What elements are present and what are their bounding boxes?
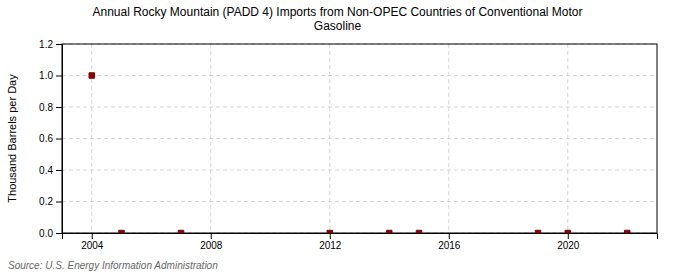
x-tick-mark — [449, 233, 450, 239]
y-tick-label: 1.2 — [39, 39, 53, 50]
x-tick-mark — [568, 233, 569, 239]
point — [416, 230, 421, 233]
y-tick-mark — [56, 76, 62, 77]
x-tick-label: 2008 — [200, 240, 223, 251]
y-tick: 1.2 — [39, 39, 62, 50]
y-tick-mark — [56, 107, 62, 108]
y-tick-mark — [56, 170, 62, 171]
grid-line-x — [448, 44, 449, 233]
plot: 2004 2008 2012 2016 2020 0.0 0.2 0.4 0.6 0.8 1.0 1.… — [39, 39, 657, 251]
point — [387, 230, 392, 233]
y-tick-label: 0.8 — [39, 102, 53, 113]
y-axis-title: Thousand Barrels per Day — [6, 74, 18, 203]
grid-line-x — [329, 44, 330, 233]
grid-line-x — [210, 44, 211, 233]
point — [565, 230, 570, 233]
plot-frame — [62, 44, 657, 233]
x-tick-label: 2012 — [319, 240, 342, 251]
y-tick-mark — [56, 44, 62, 45]
title: Annual Rocky Mountain (PADD 4) Imports f… — [93, 5, 583, 33]
points — [89, 73, 630, 233]
y-tick-mark — [56, 139, 62, 140]
y-tick: 0.2 — [39, 196, 62, 207]
x-axis: 2004 2008 2012 2016 2020 — [63, 233, 658, 251]
x-tick: 2016 — [438, 233, 461, 251]
y-tick-label: 0.4 — [39, 165, 53, 176]
x-tick-label: 2004 — [81, 240, 104, 251]
y-tick: 0.8 — [39, 102, 62, 113]
y-tick: 0.4 — [39, 165, 62, 176]
y-tick: 0.0 — [39, 228, 62, 239]
x-axis-line — [63, 234, 658, 240]
grid-line-x — [567, 44, 568, 233]
point — [178, 230, 183, 233]
x-tick-mark — [330, 233, 331, 239]
x-tick-mark — [92, 233, 93, 239]
y-tick: 1.0 — [39, 70, 62, 81]
annotation: Source: U.S. Energy Information Administ… — [8, 260, 218, 271]
point — [535, 230, 540, 233]
x-tick-mark — [211, 233, 212, 239]
point — [89, 73, 94, 78]
y-tick-label: 0.2 — [39, 196, 53, 207]
x-tick-label: 2016 — [438, 240, 461, 251]
y-tick: 0.6 — [39, 133, 62, 144]
y-tick-label: 0.0 — [39, 228, 53, 239]
y-axis: 0.0 0.2 0.4 0.6 0.8 1.0 1.2 — [39, 39, 62, 239]
y-tick-label: 0.6 — [39, 133, 53, 144]
point — [625, 230, 630, 233]
point — [119, 230, 124, 233]
y-tick-mark — [56, 233, 62, 234]
x-tick: 2012 — [319, 233, 342, 251]
x-tick-label: 2020 — [557, 240, 580, 251]
x-tick: 2020 — [557, 233, 580, 251]
y-axis-line — [56, 45, 63, 234]
point — [327, 230, 332, 233]
y-tick-label: 1.0 — [39, 70, 53, 81]
grid — [62, 44, 657, 233]
x-tick: 2004 — [81, 233, 104, 251]
chart: 2004 2008 2012 2016 2020 0.0 0.2 0.4 0.6 0.8 1.0 1.… — [0, 0, 675, 275]
x-tick: 2008 — [200, 233, 223, 251]
y-tick-mark — [56, 202, 62, 203]
